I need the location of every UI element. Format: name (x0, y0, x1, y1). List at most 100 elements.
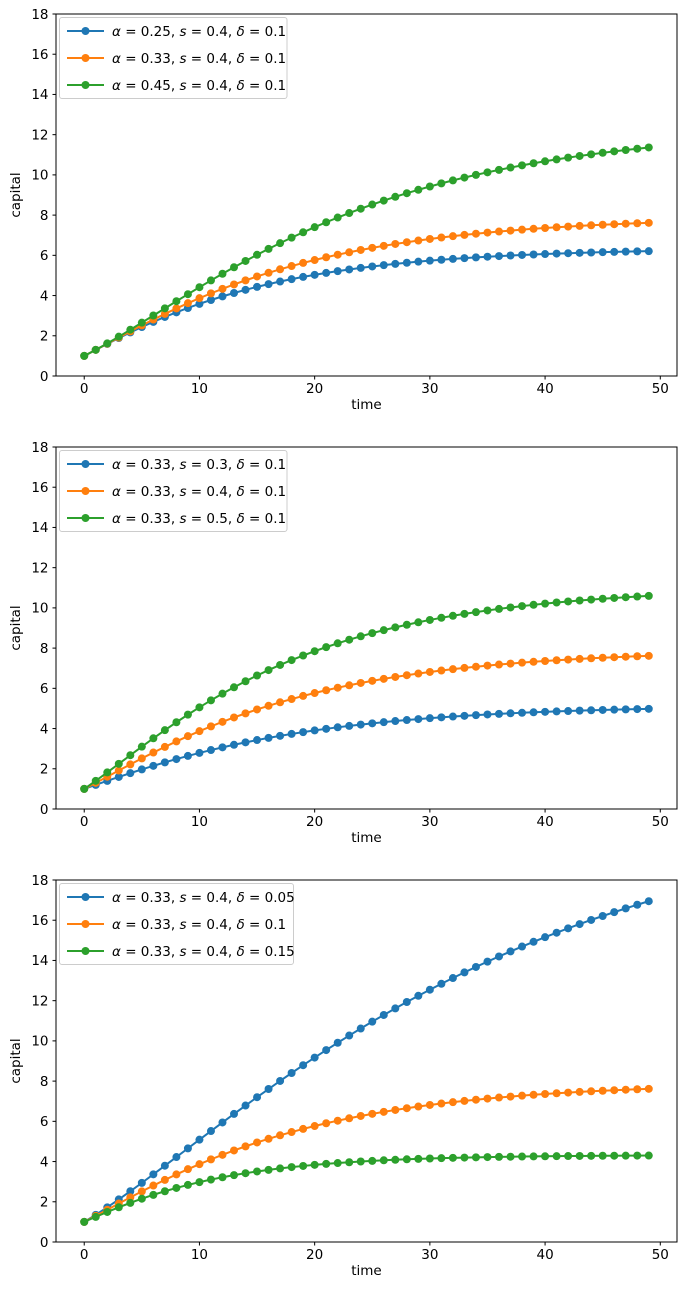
data-point-marker (241, 1101, 250, 1110)
data-point-marker (160, 758, 169, 767)
data-point-marker (460, 1096, 469, 1105)
data-point-marker (552, 155, 561, 164)
data-point-marker (575, 1151, 584, 1160)
legend-box (59, 17, 288, 99)
data-point-marker (172, 755, 181, 764)
series-0 (80, 704, 653, 793)
data-point-marker (506, 659, 515, 668)
data-point-marker (598, 653, 607, 662)
x-axis: 0 10 20 30 40 50 (80, 809, 669, 830)
legend-item: α = 0.33, s = 0.4, δ = 0.05 (67, 890, 295, 906)
data-point-marker (644, 897, 653, 906)
data-point-marker (483, 661, 492, 670)
data-point-marker (391, 1004, 400, 1013)
series-2 (80, 1151, 653, 1226)
x-tick-label: 30 (421, 1247, 438, 1263)
legend-label: α = 0.33, s = 0.5, δ = 0.1 (112, 511, 286, 527)
data-point-marker (299, 1124, 308, 1133)
y-tick-label: 8 (40, 208, 49, 224)
data-point-marker (506, 947, 515, 956)
data-point-marker (126, 769, 135, 778)
data-point-marker (610, 1086, 619, 1095)
data-point-marker (506, 709, 515, 718)
data-point-marker (264, 733, 273, 742)
x-tick-label: 10 (191, 381, 208, 397)
legend-marker-icon (81, 460, 90, 468)
data-point-marker (552, 249, 561, 258)
y-tick-label: 12 (31, 127, 48, 143)
data-point-marker (460, 663, 469, 672)
data-point-marker (529, 159, 538, 168)
legend-item: α = 0.33, s = 0.3, δ = 0.1 (67, 457, 286, 473)
chart-canvas: 0 10 20 30 40 50 0 2 4 6 8 10 12 14 16 18 time capital α =… (8, 440, 678, 846)
data-point-marker (299, 258, 308, 267)
data-point-marker (368, 243, 377, 252)
legend: α = 0.33, s = 0.3, δ = 0.1 α = 0.33, s = … (59, 450, 288, 532)
data-point-marker (183, 732, 192, 741)
data-point-marker (518, 161, 527, 170)
data-point-marker (425, 615, 434, 624)
data-point-marker (241, 709, 250, 718)
data-point-marker (541, 657, 550, 666)
data-point-marker (414, 991, 423, 1000)
y-tick-label: 6 (40, 248, 49, 264)
data-point-marker (483, 252, 492, 261)
legend: α = 0.25, s = 0.4, δ = 0.1 α = 0.33, s = … (59, 17, 288, 99)
data-point-marker (126, 1187, 135, 1196)
x-tick-label: 40 (536, 381, 553, 397)
data-point-marker (310, 689, 319, 698)
data-point-marker (402, 998, 411, 1007)
x-tick-label: 50 (652, 381, 669, 397)
data-point-marker (610, 220, 619, 229)
data-point-marker (253, 736, 262, 745)
legend-box (59, 450, 288, 532)
y-tick-label: 8 (40, 641, 49, 657)
data-point-marker (322, 724, 331, 733)
data-point-marker (287, 656, 296, 665)
data-point-marker (552, 928, 561, 937)
data-point-marker (379, 626, 388, 635)
legend-box (59, 883, 294, 965)
data-point-marker (206, 1155, 215, 1164)
data-point-marker (414, 185, 423, 194)
data-point-marker (206, 722, 215, 731)
y-axis-title: capital (8, 1038, 24, 1083)
data-point-marker (218, 292, 227, 301)
data-point-marker (160, 304, 169, 313)
data-point-marker (218, 284, 227, 293)
data-point-marker (103, 1207, 112, 1216)
data-point-marker (448, 974, 457, 983)
legend-label: α = 0.45, s = 0.4, δ = 0.1 (112, 78, 286, 94)
data-point-marker (437, 613, 446, 622)
data-point-marker (402, 238, 411, 247)
x-tick-label: 50 (652, 814, 669, 830)
data-point-marker (506, 1092, 515, 1101)
y-tick-label: 16 (31, 47, 48, 63)
data-point-marker (414, 1154, 423, 1163)
data-point-marker (253, 1167, 262, 1176)
data-point-marker (460, 1153, 469, 1162)
data-point-marker (621, 1085, 630, 1094)
data-point-marker (356, 245, 365, 254)
y-tick-label: 6 (40, 1114, 49, 1130)
data-point-marker (598, 248, 607, 257)
data-point-marker (195, 283, 204, 292)
data-point-marker (564, 153, 573, 162)
data-point-marker (587, 150, 596, 159)
x-tick-label: 50 (652, 1247, 669, 1263)
legend-marker-icon (81, 514, 90, 522)
data-point-marker (471, 608, 480, 617)
legend-marker-icon (81, 487, 90, 495)
data-point-marker (610, 908, 619, 917)
data-point-marker (621, 593, 630, 602)
x-tick-label: 20 (306, 381, 323, 397)
x-axis: 0 10 20 30 40 50 (80, 1242, 669, 1263)
data-point-marker (345, 1114, 354, 1123)
data-point-marker (253, 705, 262, 714)
data-point-marker (322, 218, 331, 227)
data-point-marker (564, 222, 573, 231)
series-0 (80, 897, 653, 1226)
data-point-marker (402, 671, 411, 680)
data-point-marker (633, 1151, 642, 1160)
data-point-marker (241, 285, 250, 294)
